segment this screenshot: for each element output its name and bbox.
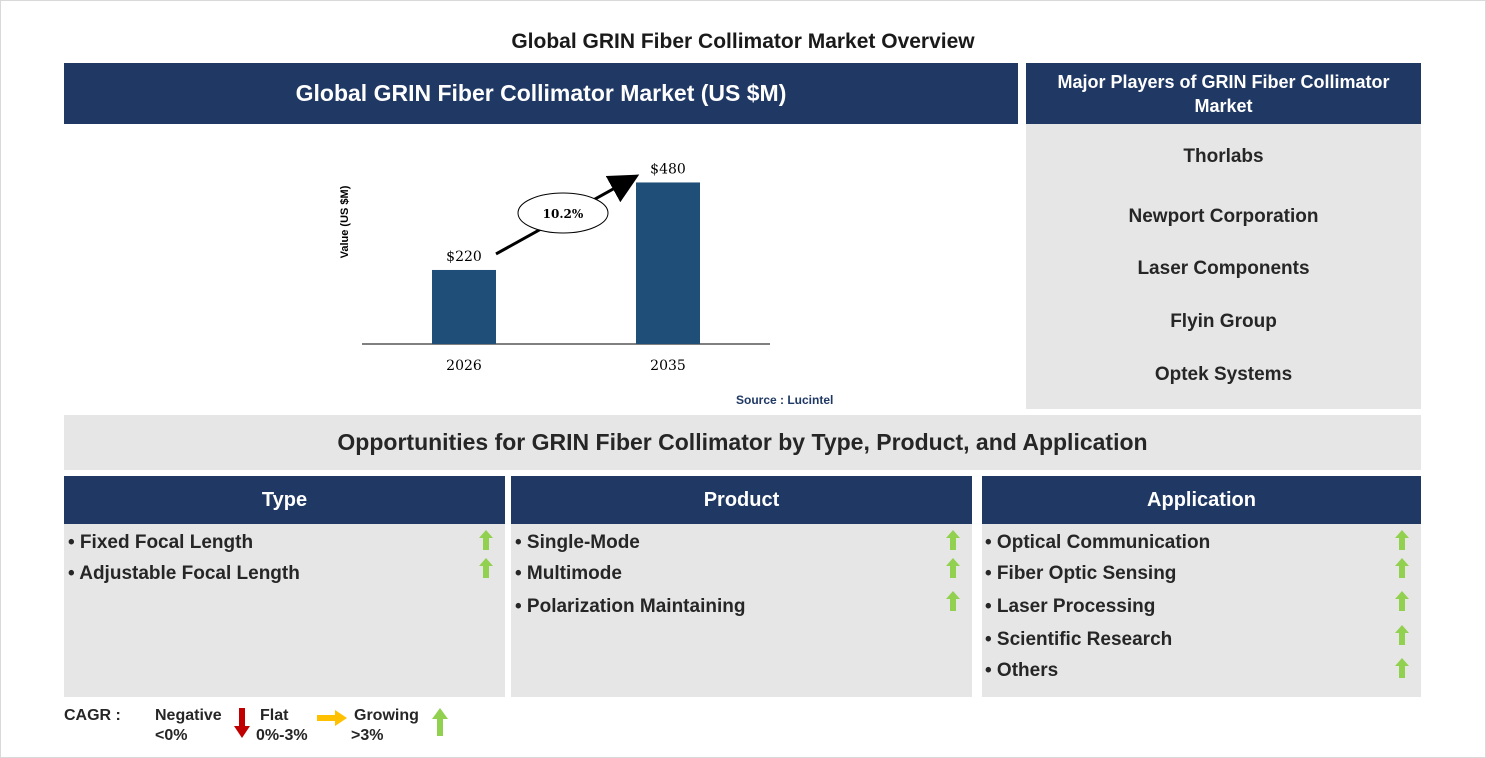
- x-tick-label: 2026: [446, 358, 482, 374]
- cagr-label: 10.2%: [543, 207, 584, 221]
- player-thorlabs: Thorlabs: [1183, 146, 1264, 167]
- type-item: • Fixed Focal Length: [68, 532, 254, 553]
- opportunities-banner: Opportunities for GRIN Fiber Collimator …: [64, 415, 1421, 470]
- source-note: Source : Lucintel: [736, 393, 834, 407]
- y-axis-label: Value (US $M): [339, 185, 351, 258]
- x-tick-label: 2035: [650, 358, 686, 374]
- red-down-arrow-icon: [234, 708, 250, 738]
- product-item: • Single-Mode: [515, 532, 640, 553]
- player-newport: Newport Corporation: [1128, 206, 1319, 227]
- green-up-arrow-icon: [1395, 658, 1409, 678]
- legend-negative-label: Negative: [155, 707, 222, 724]
- product-item: • Multimode: [515, 563, 622, 584]
- players-header: Major Players of GRIN Fiber Collimator M…: [1026, 63, 1421, 124]
- legend-growing-label: Growing: [354, 707, 419, 724]
- green-up-arrow-icon: [479, 558, 493, 578]
- green-up-arrow-icon: [432, 708, 448, 736]
- green-up-arrow-icon: [946, 591, 960, 611]
- type-list: • Fixed Focal Length • Adjustable Focal …: [64, 524, 505, 697]
- product-list: • Single-Mode • Multimode • Polarization…: [511, 524, 972, 697]
- application-header: Application: [982, 476, 1421, 524]
- bar-chart: Value (US $M) $220 2026 $480 2035 10.2%: [339, 161, 770, 374]
- bar-2026: [432, 269, 496, 344]
- green-up-arrow-icon: [1395, 591, 1409, 611]
- application-list: • Optical Communication • Fiber Optic Se…: [982, 524, 1421, 697]
- application-item: • Optical Communication: [985, 532, 1211, 553]
- green-up-arrow-icon: [479, 530, 493, 550]
- green-up-arrow-icon: [1395, 625, 1409, 645]
- product-header: Product: [511, 476, 972, 524]
- green-up-arrow-icon: [1395, 530, 1409, 550]
- amber-right-arrow-icon: [317, 710, 347, 726]
- product-item: • Polarization Maintaining: [515, 596, 746, 617]
- type-item: • Adjustable Focal Length: [68, 563, 300, 584]
- application-item: • Scientific Research: [985, 629, 1173, 650]
- application-item: • Fiber Optic Sensing: [985, 563, 1177, 584]
- players-list: Thorlabs Newport Corporation Laser Compo…: [1026, 124, 1421, 409]
- page-title: Global GRIN Fiber Collimator Market Over…: [511, 30, 975, 53]
- bar-2035: [636, 182, 700, 344]
- bar-value-label: $220: [446, 249, 482, 265]
- player-optek-systems: Optek Systems: [1154, 364, 1293, 385]
- legend-flat-label: Flat: [260, 707, 289, 724]
- green-up-arrow-icon: [946, 530, 960, 550]
- green-up-arrow-icon: [1395, 558, 1409, 578]
- player-laser-components: Laser Components: [1137, 258, 1310, 279]
- cagr-ellipse: [517, 192, 609, 234]
- type-header: Type: [64, 476, 505, 524]
- bar-value-label: $480: [650, 161, 686, 177]
- legend-negative-range: <0%: [155, 727, 188, 744]
- green-up-arrow-icon: [946, 558, 960, 578]
- application-item: • Laser Processing: [985, 596, 1156, 617]
- application-item: • Others: [985, 660, 1059, 681]
- legend-cagr-label: CAGR :: [64, 707, 121, 724]
- legend-flat-range: 0%-3%: [256, 727, 308, 744]
- legend-growing-range: >3%: [351, 727, 384, 744]
- player-flyin-group: Flyin Group: [1170, 311, 1277, 332]
- chart-header: Global GRIN Fiber Collimator Market (US …: [64, 63, 1018, 124]
